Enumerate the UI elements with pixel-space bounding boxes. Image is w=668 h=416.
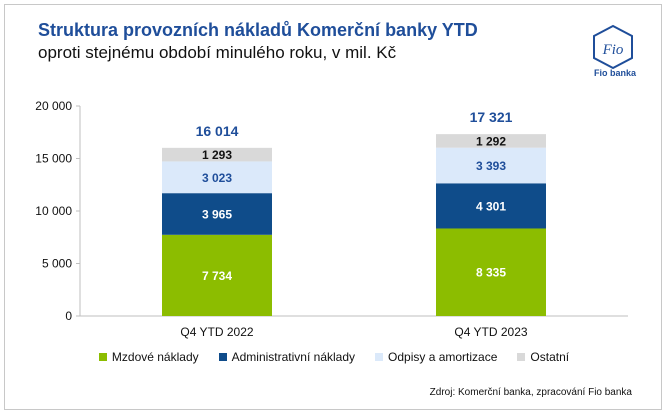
bar-segment bbox=[162, 193, 272, 235]
legend-item-mzdove: Mzdové náklady bbox=[98, 350, 199, 364]
logo-label: Fio banka bbox=[594, 68, 637, 78]
bar-data-label: 1 292 bbox=[476, 134, 506, 148]
legend-item-odpisy: Odpisy a amortizace bbox=[375, 350, 497, 364]
legend: Mzdové náklady Administrativní náklady O… bbox=[0, 350, 668, 364]
bar-segment bbox=[436, 228, 546, 316]
y-tick-label: 0 bbox=[65, 309, 72, 323]
legend-swatch-odpisy bbox=[375, 353, 384, 361]
fio-logo-icon: Fio bbox=[593, 24, 633, 70]
y-tick-label: 15 000 bbox=[35, 152, 72, 166]
legend-item-ostatni: Ostatní bbox=[517, 350, 569, 364]
bar-data-label: 4 301 bbox=[476, 199, 506, 213]
chart-title: Struktura provozních nákladů Komerční ba… bbox=[38, 20, 478, 40]
bars-group: 7 734 3 965 3 023 1 293 16 014 8 335 4 301 3 39… bbox=[162, 109, 546, 316]
x-axis-labels: Q4 YTD 2022 Q4 YTD 2023 bbox=[180, 325, 527, 339]
legend-label-odpisy: Odpisy a amortizace bbox=[388, 350, 498, 364]
bar-segment bbox=[436, 183, 546, 229]
legend-swatch-ostatni bbox=[517, 353, 526, 361]
bar-segment bbox=[436, 147, 546, 184]
source-note: Zdroj: Komerční banka, zpracování Fio ba… bbox=[429, 387, 632, 398]
bar-segment bbox=[436, 134, 546, 148]
bar-data-label: 3 965 bbox=[202, 207, 232, 221]
legend-swatch-mzdove bbox=[98, 353, 107, 361]
logo-mark-text: Fio bbox=[602, 42, 624, 58]
y-tick-label: 5 000 bbox=[42, 257, 72, 271]
bar-segment bbox=[162, 234, 272, 316]
bar-segment bbox=[162, 161, 272, 194]
legend-swatch-administrativni bbox=[218, 353, 227, 361]
legend-item-administrativni: Administrativní náklady bbox=[218, 350, 356, 364]
chart-subtitle: oproti stejnému období minulého roku, v … bbox=[38, 43, 397, 62]
y-tick-label: 10 000 bbox=[35, 204, 72, 218]
legend-label-ostatni: Ostatní bbox=[530, 350, 570, 364]
bar-data-label: 8 335 bbox=[476, 266, 506, 280]
y-axis-ticks: 0 5 000 10 000 15 000 20 000 bbox=[35, 99, 80, 323]
x-category-label: Q4 YTD 2022 bbox=[180, 325, 253, 339]
bar-data-label: 3 023 bbox=[202, 171, 232, 185]
bar-data-label: 1 293 bbox=[202, 148, 232, 162]
bar-data-label: 3 393 bbox=[476, 159, 506, 173]
y-tick-label: 20 000 bbox=[35, 99, 72, 113]
bar-segment bbox=[162, 147, 272, 162]
bar-total-label: 17 321 bbox=[470, 109, 513, 125]
bar-total-label: 16 014 bbox=[196, 123, 239, 139]
chart-frame bbox=[4, 4, 662, 410]
bar-data-label: 7 734 bbox=[202, 269, 232, 283]
legend-label-mzdove: Mzdové náklady bbox=[111, 350, 199, 364]
legend-label-administrativni: Administrativní náklady bbox=[231, 350, 356, 364]
x-category-label: Q4 YTD 2023 bbox=[454, 325, 527, 339]
